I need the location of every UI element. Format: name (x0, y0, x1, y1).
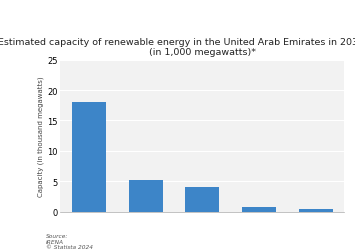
Text: Source:
IRENA
© Statista 2024: Source: IRENA © Statista 2024 (46, 233, 93, 249)
Bar (72, 103, 106, 212)
Bar (185, 187, 219, 212)
Title: Estimated capacity of renewable energy in the United Arab Emirates in 2030, by t: Estimated capacity of renewable energy i… (0, 38, 355, 57)
Bar (299, 209, 333, 212)
Bar (129, 180, 163, 212)
Bar (242, 207, 276, 212)
Y-axis label: Capacity (in thousand megawatts): Capacity (in thousand megawatts) (38, 76, 44, 196)
